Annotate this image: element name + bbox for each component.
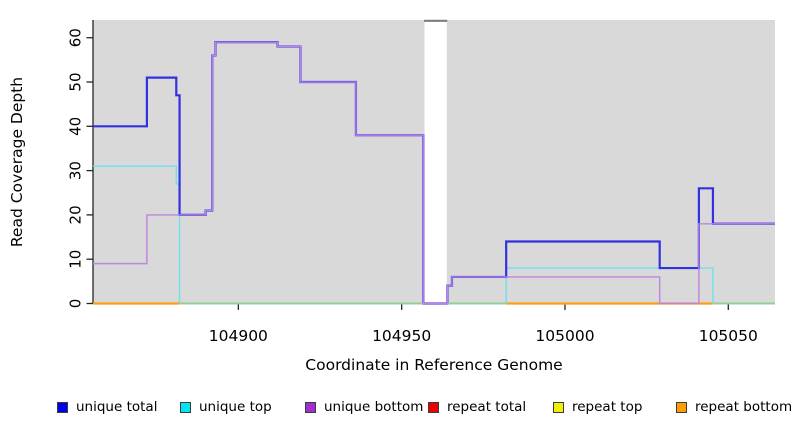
legend-label: unique top <box>199 399 272 415</box>
legend-swatch-repeat-total <box>428 401 439 413</box>
y-tick-label: 10 <box>67 250 85 269</box>
y-tick-label: 60 <box>67 28 85 47</box>
legend-item-unique-top: unique top <box>180 398 272 416</box>
legend-swatch-unique-top <box>180 401 191 413</box>
legend-item-repeat-total: repeat total <box>428 398 526 416</box>
y-tick-label: 50 <box>67 72 85 91</box>
legend-item-repeat-bottom: repeat bottom <box>676 398 792 416</box>
x-tick-label: 104900 <box>209 327 268 345</box>
y-tick-label: 30 <box>67 161 85 180</box>
legend-item-unique-bottom: unique bottom <box>305 398 423 416</box>
legend-swatch-repeat-bottom <box>676 401 687 413</box>
x-tick-label: 105050 <box>699 327 758 345</box>
y-axis-title: Read Coverage Depth <box>8 76 26 248</box>
legend-label: repeat total <box>447 399 527 415</box>
legend-swatch-unique-bottom <box>305 401 316 413</box>
y-tick-label: 20 <box>67 205 85 224</box>
legend-label: unique total <box>76 399 158 415</box>
series-unique-bottom-line <box>93 41 775 305</box>
legend-label: unique bottom <box>324 399 424 415</box>
legend: unique total unique top unique bottom repea… <box>0 398 792 420</box>
legend-item-repeat-top: repeat top <box>553 398 642 416</box>
x-axis-title: Coordinate in Reference Genome <box>305 356 563 374</box>
legend-label: repeat bottom <box>695 399 792 415</box>
y-tick-label: 0 <box>67 299 85 309</box>
y-tick-label: 40 <box>67 117 85 136</box>
legend-label: repeat top <box>572 399 643 415</box>
x-tick-label: 104950 <box>372 327 431 345</box>
coverage-gap-band <box>424 19 447 304</box>
legend-swatch-repeat-top <box>553 401 564 413</box>
legend-swatch-unique-total <box>57 401 68 413</box>
x-tick-label: 105000 <box>535 327 594 345</box>
legend-item-unique-total: unique total <box>57 398 157 416</box>
